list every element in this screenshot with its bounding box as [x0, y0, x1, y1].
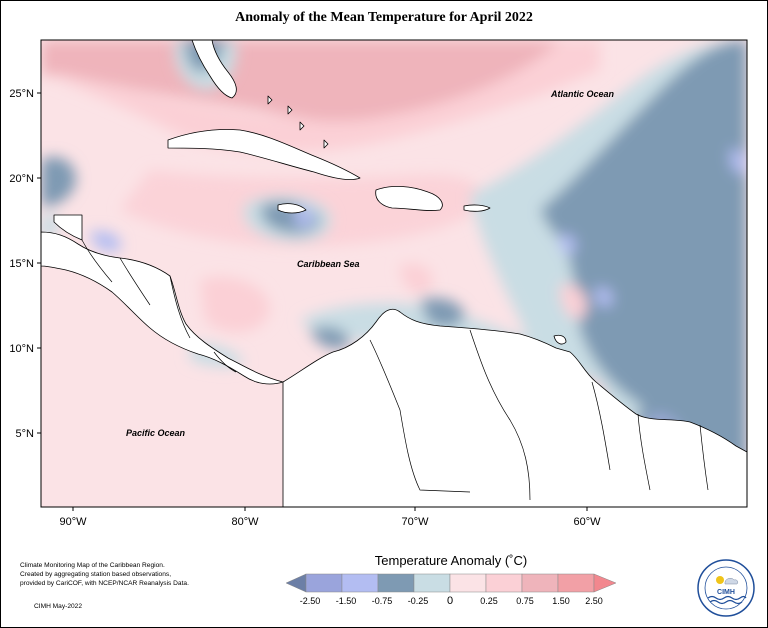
colorbar-swatch-6	[485, 573, 523, 593]
colorbar-swatch-3	[377, 573, 415, 593]
caribbean-sea-label: Caribbean Sea	[297, 259, 360, 269]
wave-icon	[707, 595, 747, 601]
atlantic-ocean-label: Atlantic Ocean	[550, 89, 615, 99]
colorbar-tick: 1.50	[552, 596, 570, 606]
cimh-logo: CIMH	[697, 559, 755, 617]
land-masses	[41, 40, 747, 507]
colorbar: -2.50 -1.50 -0.75 -0.25 0 0.25 0.75 1.50…	[285, 573, 617, 607]
colorbar-tick: -2.50	[300, 596, 321, 606]
colorbar-swatch-4	[413, 573, 451, 593]
colorbar-tick: 0.75	[516, 596, 534, 606]
colorbar-tick: -1.50	[336, 596, 357, 606]
lon-label-60w: 60°W	[573, 516, 601, 528]
map-frame	[40, 39, 748, 508]
lon-label-90w: 90°W	[59, 516, 87, 528]
credits-block: Climate Monitoring Map of the Caribbean …	[20, 562, 210, 588]
colorbar-swatch-8	[557, 573, 595, 593]
issue-stamp: CIMH May-2022	[34, 603, 83, 610]
colorbar-low-arrow	[285, 573, 307, 593]
credits-line: provided by CariCOF, with NCEP/NCAR Rean…	[20, 579, 189, 587]
colorbar-tick: 2.50	[585, 596, 603, 606]
lon-label-80w: 80°W	[231, 516, 259, 528]
credits-line: Created by aggregating station based obs…	[20, 570, 172, 578]
lat-label-15n: 15°N	[9, 258, 34, 270]
colorbar-tick: -0.75	[372, 596, 393, 606]
credits-line: Climate Monitoring Map of the Caribbean …	[20, 562, 165, 569]
colorbar-tick: 0.25	[480, 596, 498, 606]
colorbar-swatch-7	[521, 573, 559, 593]
sun-icon	[716, 576, 724, 584]
lat-label-20n: 20°N	[9, 173, 34, 185]
lat-label-5n: 5°N	[16, 428, 35, 440]
lat-label-10n: 10°N	[9, 343, 34, 355]
colorbar-swatch-2	[341, 573, 379, 593]
lat-label-25n: 25°N	[9, 88, 34, 100]
colorbar-swatch-1	[305, 573, 343, 593]
colorbar-tick: 0	[447, 595, 453, 607]
legend-title: Temperature Anomaly (˚C)	[374, 553, 528, 568]
lat-ticks	[37, 92, 588, 511]
country-borders	[81, 239, 709, 501]
cloud-icon	[724, 578, 739, 585]
map-title: Anomaly of the Mean Temperature for Apri…	[235, 10, 533, 25]
lon-label-70w: 70°W	[401, 516, 429, 528]
colorbar-tick: -0.25	[408, 596, 429, 606]
colorbar-high-arrow	[593, 573, 617, 593]
anomaly-field	[41, 40, 747, 507]
pacific-ocean-label: Pacific Ocean	[126, 428, 186, 438]
colorbar-swatch-5	[449, 573, 487, 593]
logo-text: CIMH	[717, 589, 735, 596]
